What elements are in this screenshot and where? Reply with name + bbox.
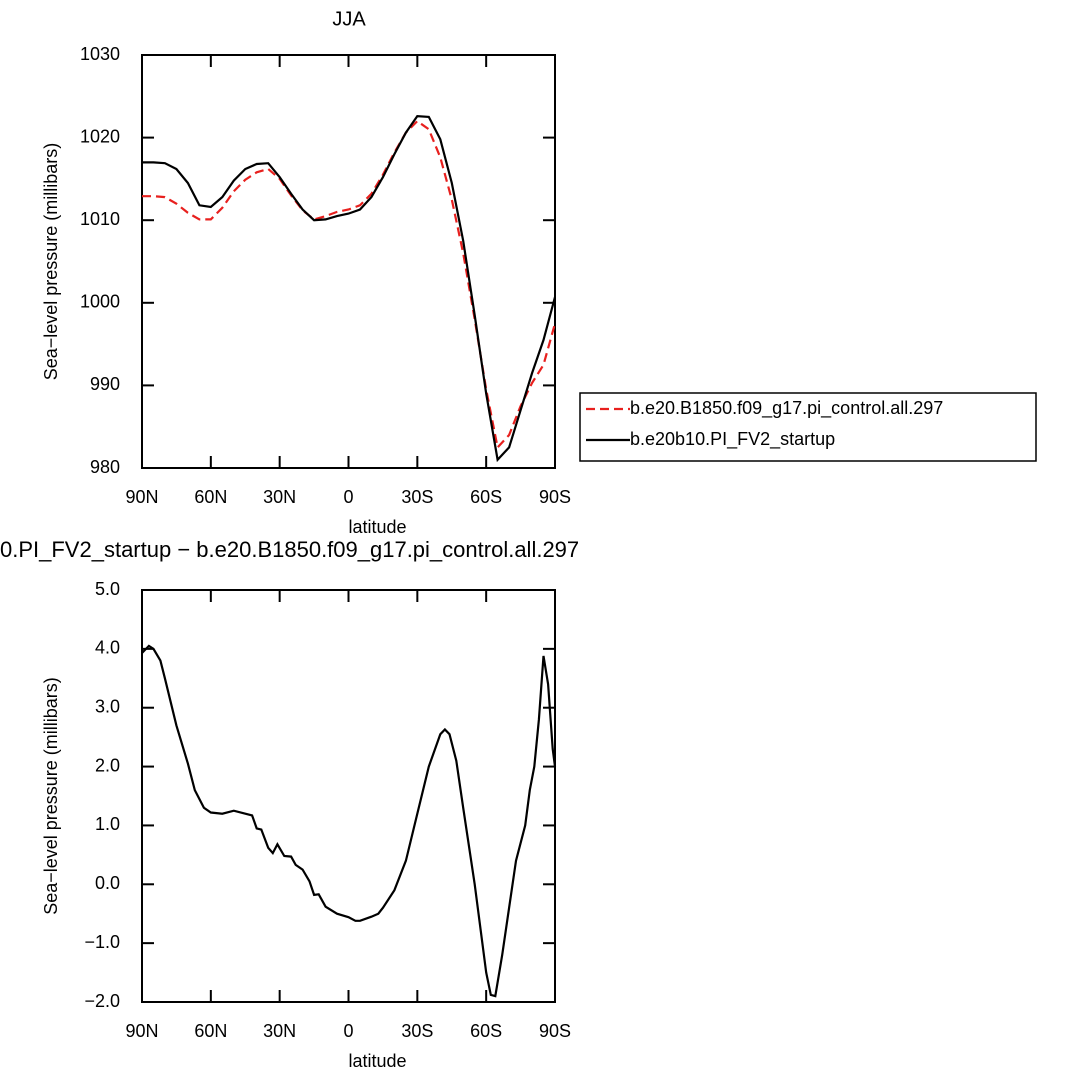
data-line: [142, 119, 557, 450]
x-tick-label: 60S: [470, 487, 502, 507]
y-tick-label: 2.0: [95, 755, 120, 775]
y-tick-label: 5.0: [95, 579, 120, 599]
x-tick-label: 90S: [539, 487, 571, 507]
y-tick-label: 1.0: [95, 814, 120, 834]
x-tick-label: 90N: [125, 1021, 158, 1041]
x-tick-label: 30S: [401, 487, 433, 507]
chart-title: 0.PI_FV2_startup − b.e20.B1850.f09_g17.p…: [0, 537, 579, 562]
x-tick-label: 30S: [401, 1021, 433, 1041]
y-tick-label: 1020: [80, 126, 120, 146]
x-axis-label: latitude: [349, 517, 407, 537]
chart-title: JJA: [332, 8, 366, 30]
y-tick-label: 0.0: [95, 873, 120, 893]
x-tick-label: 60N: [194, 487, 227, 507]
legend-label: b.e20.B1850.f09_g17.pi_control.all.297: [630, 398, 943, 419]
legend-label: b.e20b10.PI_FV2_startup: [630, 429, 835, 450]
y-tick-label: 990: [90, 374, 120, 394]
y-tick-label: 4.0: [95, 638, 120, 658]
y-tick-label: 1000: [80, 292, 120, 312]
x-tick-label: 60N: [194, 1021, 227, 1041]
y-axis-label: Sea−level pressure (millibars): [41, 677, 61, 915]
x-tick-label: 60S: [470, 1021, 502, 1041]
plot-frame: [141, 589, 556, 1003]
x-tick-label: 90S: [539, 1021, 571, 1041]
data-line: [142, 114, 557, 463]
y-tick-label: −1.0: [84, 932, 120, 952]
y-tick-label: 3.0: [95, 696, 120, 716]
y-tick-label: 1030: [80, 44, 120, 64]
legend-box: [579, 392, 1037, 462]
y-tick-label: −2.0: [84, 991, 120, 1011]
y-axis-label: Sea−level pressure (millibars): [41, 143, 61, 381]
x-tick-label: 0: [343, 487, 353, 507]
x-axis-label: latitude: [349, 1051, 407, 1071]
x-tick-label: 0: [343, 1021, 353, 1041]
plot-frame: [141, 54, 556, 469]
y-tick-label: 980: [90, 457, 120, 477]
data-line: [141, 644, 557, 998]
y-tick-label: 1010: [80, 209, 120, 229]
x-tick-label: 30N: [263, 487, 296, 507]
x-tick-label: 90N: [125, 487, 158, 507]
x-tick-label: 30N: [263, 1021, 296, 1041]
